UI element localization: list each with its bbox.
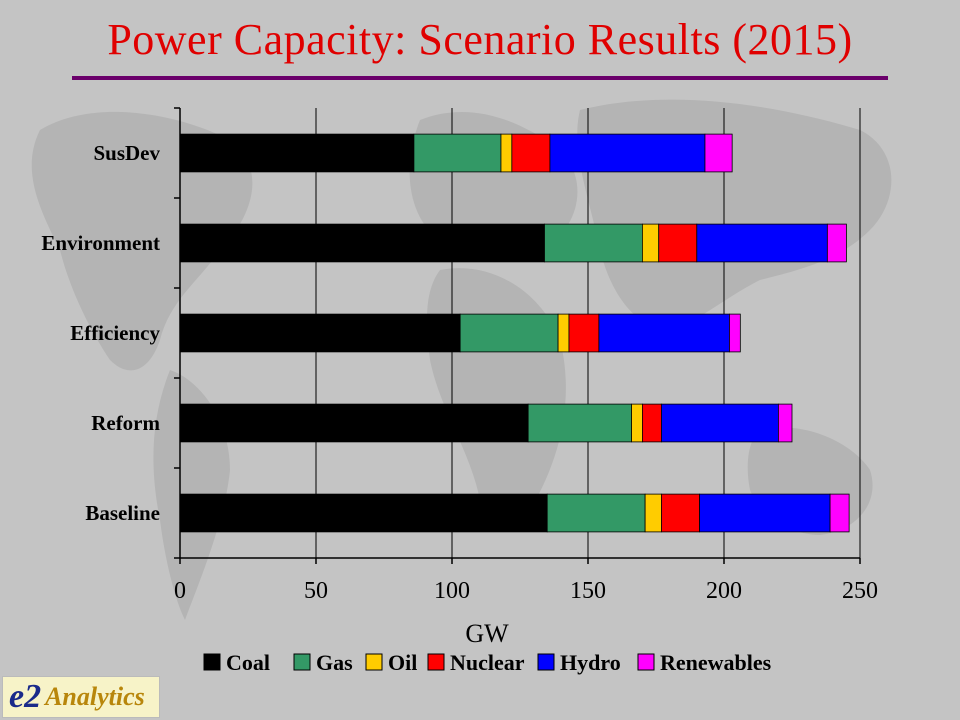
bar-reform-oil (631, 403, 643, 443)
x-axis-label: GW (465, 619, 509, 648)
bar-susdev-hydro (549, 133, 706, 173)
bar-reform-renewables (778, 403, 793, 443)
legend-swatch-gas (293, 653, 311, 671)
x-tick-label-150: 150 (570, 578, 606, 604)
legend-swatch-renewables (637, 653, 655, 671)
bar-efficiency-coal (179, 313, 461, 353)
x-tick-label-100: 100 (434, 578, 470, 604)
logo-mark: e2 (9, 678, 42, 715)
legend-swatch-nuclear (427, 653, 445, 671)
bar-efficiency-renewables (729, 313, 741, 353)
legend-label-oil: Oil (388, 650, 417, 675)
legend: Coal Gas Oil Nuclear Hydro Renewables (203, 650, 772, 675)
bar-baseline-renewables (829, 493, 850, 533)
bar-susdev-gas (413, 133, 502, 173)
legend-swatch-hydro (537, 653, 555, 671)
bar-efficiency-oil (557, 313, 570, 353)
legend-label-hydro: Hydro (560, 650, 621, 675)
bar-reform-coal (179, 403, 529, 443)
bar-reform-nuclear (642, 403, 662, 443)
bar-environment-oil (642, 223, 660, 263)
legend-label-renewables: Renewables (660, 650, 772, 675)
x-tick-label-200: 200 (706, 578, 742, 604)
legend-label-coal: Coal (226, 650, 270, 675)
x-tick-label-50: 50 (304, 578, 328, 604)
category-label-susdev: SusDev (93, 141, 160, 165)
logo-name: Analytics (45, 682, 145, 711)
bar-baseline-nuclear (661, 493, 700, 533)
bar-environment-coal (179, 223, 545, 263)
x-tick-label-0: 0 (174, 578, 186, 604)
page-title: Power Capacity: Scenario Results (2015) (107, 15, 853, 64)
category-label-baseline: Baseline (85, 501, 160, 525)
legend-swatch-oil (365, 653, 383, 671)
bar-environment-gas (544, 223, 643, 263)
bar-efficiency-gas (459, 313, 559, 353)
bar-efficiency-nuclear (568, 313, 600, 353)
bar-environment-nuclear (658, 223, 698, 263)
bar-efficiency-hydro (598, 313, 730, 353)
bar-baseline-oil (644, 493, 662, 533)
category-label-environment: Environment (41, 231, 160, 255)
bar-susdev-nuclear (511, 133, 551, 173)
e2-analytics-logo: e2 Analytics (2, 676, 160, 718)
bars-layer (179, 133, 850, 533)
legend-swatch-coal (203, 653, 221, 671)
bar-baseline-coal (179, 493, 548, 533)
bar-reform-gas (527, 403, 632, 443)
category-label-efficiency: Efficiency (70, 321, 160, 345)
tick-labels-layer: SusDev Environment Efficiency Reform Baselin… (41, 141, 878, 604)
legend-label-nuclear: Nuclear (450, 650, 525, 675)
bar-susdev-coal (179, 133, 415, 173)
x-tick-label-250: 250 (842, 578, 878, 604)
category-label-reform: Reform (91, 411, 160, 435)
legend-label-gas: Gas (316, 650, 353, 675)
bar-susdev-oil (500, 133, 513, 173)
bar-environment-hydro (696, 223, 828, 263)
bar-environment-renewables (826, 223, 847, 263)
bar-susdev-renewables (704, 133, 733, 173)
bar-baseline-hydro (699, 493, 831, 533)
bar-reform-hydro (661, 403, 779, 443)
bar-baseline-gas (546, 493, 646, 533)
axes-layer (174, 107, 861, 564)
title-underline (72, 76, 888, 80)
